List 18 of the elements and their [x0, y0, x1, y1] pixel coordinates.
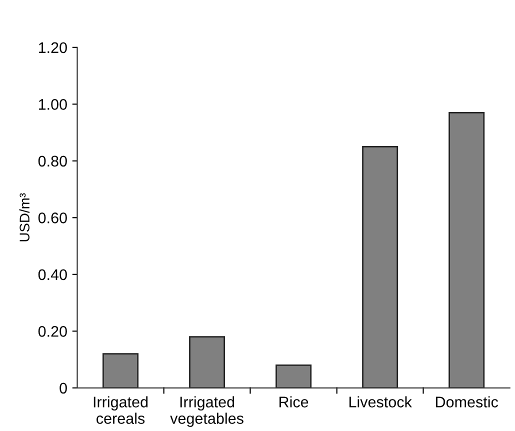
bar: [448, 112, 485, 388]
y-tick-label: 0.20: [38, 326, 67, 337]
y-tick-label: 0.60: [38, 212, 67, 224]
x-tick-label: Irrigated vegetables: [170, 396, 244, 427]
x-tick-label: Livestock: [349, 396, 412, 408]
bar: [102, 353, 139, 388]
y-tick-label: 1.20: [38, 42, 67, 54]
y-tick-label: 0.40: [38, 269, 67, 280]
y-axis-title: USD/m³: [19, 193, 30, 242]
x-tick-label: Rice: [280, 396, 308, 408]
bar: [189, 336, 226, 388]
y-tick-label: 0: [60, 382, 67, 394]
bar: [362, 146, 398, 388]
y-tick-label: 1.00: [38, 99, 67, 110]
x-tick-label: Domestic: [436, 396, 498, 408]
bar: [276, 364, 312, 388]
y-tick-label: 0.80: [38, 156, 67, 167]
x-tick-label: Irrigated cereals: [94, 396, 148, 424]
